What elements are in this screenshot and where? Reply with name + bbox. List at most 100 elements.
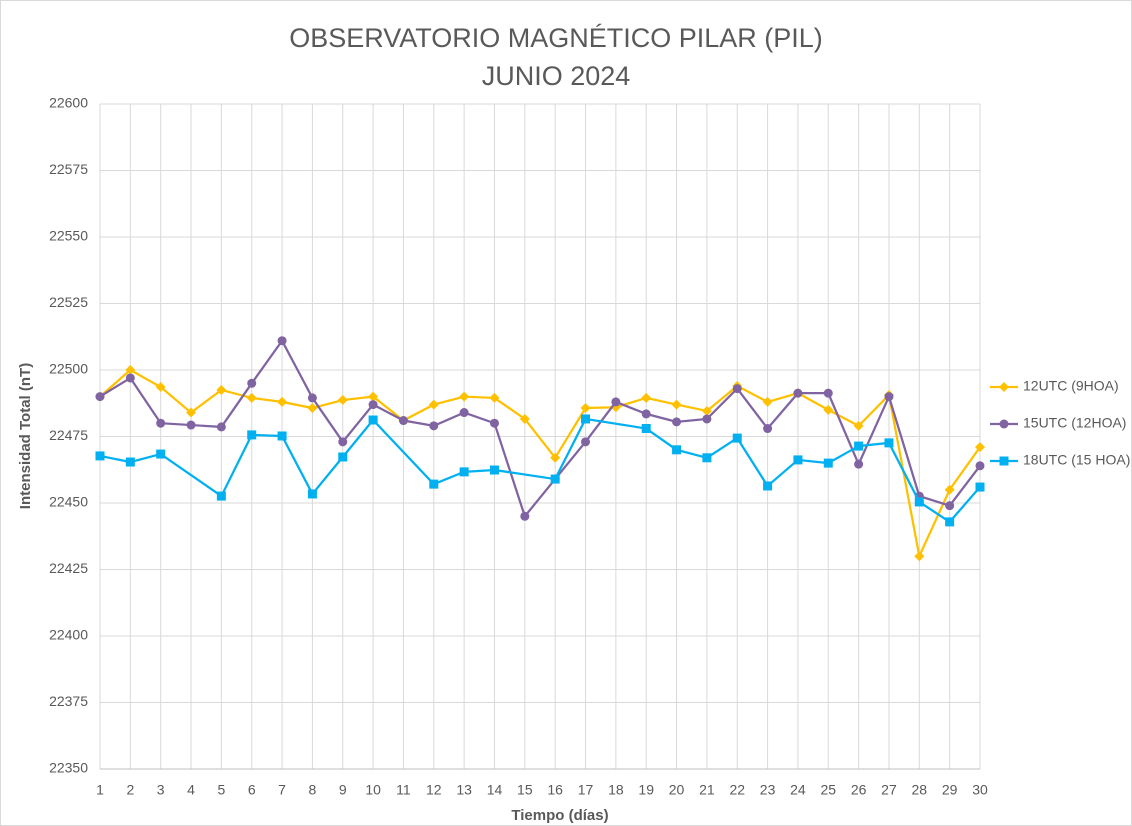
marker	[641, 409, 651, 419]
marker	[216, 384, 227, 395]
legend-label: 18UTC (15 HOA)	[1023, 452, 1130, 468]
y-tick-label: 22425	[49, 560, 88, 576]
marker	[125, 373, 135, 383]
marker	[459, 391, 470, 402]
marker	[247, 430, 257, 440]
legend-marker	[999, 456, 1009, 466]
marker	[702, 414, 712, 424]
y-tick-label: 22525	[49, 294, 88, 310]
marker	[277, 431, 287, 441]
y-tick-label: 22550	[49, 228, 88, 244]
x-tick-label: 28	[912, 782, 928, 798]
marker	[641, 424, 651, 434]
marker	[95, 392, 105, 402]
marker	[763, 424, 773, 434]
marker	[945, 517, 955, 527]
marker	[853, 420, 864, 431]
marker	[641, 392, 652, 403]
x-tick-label: 2	[126, 782, 134, 798]
marker	[186, 407, 197, 418]
marker	[337, 395, 348, 406]
marker	[975, 461, 985, 471]
x-tick-label: 4	[187, 782, 195, 798]
marker	[277, 336, 287, 346]
x-tick-label: 24	[790, 782, 806, 798]
marker	[216, 491, 226, 501]
marker	[944, 484, 955, 495]
y-axis-title: Intensidad Total (nT)	[17, 363, 34, 509]
y-tick-label: 22500	[49, 361, 88, 377]
series-line	[99, 368, 981, 560]
marker	[307, 403, 318, 414]
x-tick-label: 23	[760, 782, 776, 798]
series-line	[99, 417, 981, 524]
marker	[793, 455, 803, 465]
x-tick-label: 25	[820, 782, 836, 798]
marker	[489, 465, 499, 475]
series-line	[99, 338, 981, 519]
x-tick-label: 21	[699, 782, 715, 798]
x-tick-label: 6	[248, 782, 256, 798]
x-tick-label: 27	[881, 782, 897, 798]
x-tick-label: 17	[578, 782, 594, 798]
marker	[763, 481, 773, 491]
marker	[429, 479, 439, 489]
y-tick-label: 22400	[49, 627, 88, 643]
y-tick-label: 22475	[49, 427, 88, 443]
x-tick-label: 12	[426, 782, 442, 798]
marker	[428, 399, 439, 410]
marker	[155, 382, 166, 393]
marker	[945, 501, 955, 511]
marker	[701, 405, 712, 416]
marker	[823, 458, 833, 468]
marker	[793, 388, 803, 398]
marker	[823, 388, 833, 398]
x-tick-label: 5	[217, 782, 225, 798]
marker	[429, 421, 439, 431]
marker	[125, 365, 136, 375]
marker	[914, 497, 924, 507]
marker	[277, 396, 288, 407]
x-tick-label: 15	[517, 782, 533, 798]
x-tick-label: 30	[972, 782, 988, 798]
marker	[672, 417, 682, 427]
marker	[368, 415, 378, 425]
x-tick-label: 26	[851, 782, 867, 798]
marker	[702, 453, 712, 463]
x-tick-label: 19	[638, 782, 654, 798]
marker	[156, 418, 166, 428]
marker	[914, 551, 925, 562]
marker	[186, 420, 196, 430]
marker	[398, 416, 408, 426]
x-tick-label: 11	[396, 782, 411, 798]
marker	[368, 400, 378, 410]
x-tick-label: 7	[278, 782, 286, 798]
marker	[307, 393, 317, 403]
marker	[581, 437, 591, 447]
legend-label: 12UTC (9HOA)	[1023, 378, 1119, 394]
x-tick-label: 18	[608, 782, 624, 798]
marker	[246, 392, 257, 403]
marker	[975, 442, 985, 453]
legend-marker	[999, 382, 1009, 392]
x-tick-label: 16	[547, 782, 563, 798]
marker	[762, 396, 773, 407]
marker	[125, 457, 135, 467]
chart-title: OBSERVATORIO MAGNÉTICO PILAR (PIL)	[289, 23, 823, 53]
y-tick-label: 22450	[49, 494, 88, 510]
marker	[307, 489, 317, 499]
marker	[459, 408, 469, 418]
y-tick-label: 22375	[49, 693, 88, 709]
x-tick-label: 9	[339, 782, 347, 798]
marker	[520, 511, 530, 521]
x-tick-label: 20	[669, 782, 685, 798]
x-tick-label: 1	[96, 782, 104, 798]
marker	[216, 422, 226, 432]
marker	[854, 441, 864, 451]
marker	[459, 467, 469, 477]
x-tick-label: 3	[157, 782, 165, 798]
marker	[519, 413, 530, 424]
legend-label: 15UTC (12HOA)	[1023, 415, 1126, 431]
marker	[732, 384, 742, 394]
